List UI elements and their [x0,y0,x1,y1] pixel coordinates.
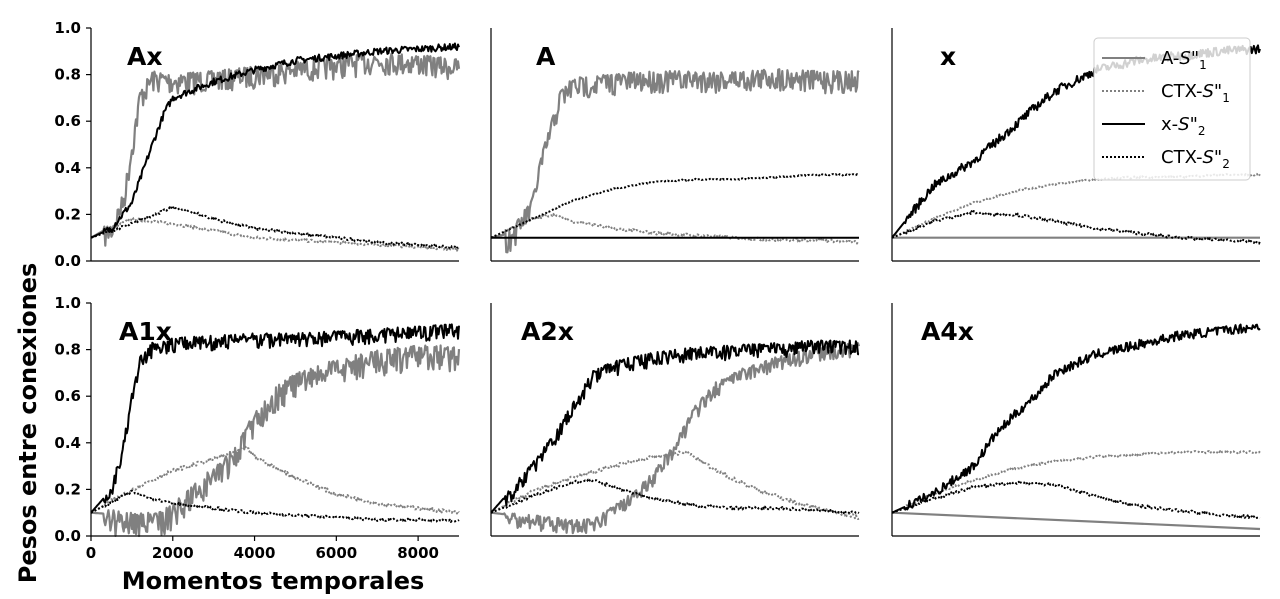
y-tick-label: 1.0 [54,294,81,312]
chart-panel-A4x: A4x [891,303,1261,537]
chart-panel-A2x: A2x [490,303,861,537]
series-line-4 [490,173,860,239]
x-tick-label: 2000 [152,544,194,562]
series-line-2 [490,212,860,245]
legend-box [1093,37,1251,181]
y-tick-label: 1.0 [54,19,81,37]
series-line-2 [490,449,860,520]
panel-title: A4x [921,317,974,346]
chart-panel-A: A [490,28,860,262]
series-line-4 [90,205,460,250]
series-line-4 [891,210,1261,245]
x-tick-label: 0 [86,544,96,562]
chart-panel-A1x: 0.0 0.2 0.4 0.6 0.8 1.0 0 2000 4000 6000 8000 A1x [54,294,461,562]
series-line-1 [490,68,860,254]
x-tick-label: 8000 [397,544,439,562]
series-line-1 [90,52,461,247]
x-tick-label: 4000 [234,544,276,562]
panel-title: Ax [127,42,162,71]
y-tick-label: 0.6 [54,112,81,130]
series-line-3 [490,339,860,514]
y-tick-label: 0.2 [54,480,81,498]
y-tick-label: 0.8 [54,66,81,84]
legend-label: A-S"1 [1161,48,1207,72]
series-line-4 [90,489,460,523]
series-line-3 [891,323,1261,514]
x-tick-label: 6000 [315,544,357,562]
series-line-3 [90,323,460,514]
y-axis-label: Pesos entre conexiones [14,263,42,584]
x-axis-label: Momentos temporales [122,567,425,595]
chart-panel-Ax: 0.0 0.2 0.4 0.6 0.8 1.0 Ax [54,19,461,270]
y-tick-label: 0.4 [54,159,81,177]
y-tick-label: 0.6 [54,387,81,405]
y-tick-label: 0.2 [54,205,81,223]
series-line-2 [891,450,1261,514]
series-line-1 [490,341,861,535]
series-line-3 [90,42,460,239]
series-line-2 [891,172,1261,239]
legend: A-S"1 CTX-S"1 x-S"2 CTX-S"2 [1093,37,1251,181]
y-tick-label: 0.4 [54,434,81,452]
legend-label: x-S"2 [1161,114,1206,138]
panel-title: A1x [119,317,172,346]
panel-title: A2x [521,317,574,346]
y-tick-label: 0.8 [54,341,81,359]
y-tick-label: 0.0 [54,527,81,545]
series-line-4 [490,478,860,515]
legend-label: CTX-S"1 [1161,81,1230,105]
panel-title: x [940,42,956,71]
panel-title: A [536,42,556,71]
legend-label: CTX-S"2 [1161,147,1230,171]
chart-panel-x: x [891,28,1261,262]
series-line-2 [90,445,460,515]
y-tick-label: 0.0 [54,252,81,270]
series-line-1 [891,511,1261,531]
series-line-4 [891,480,1261,520]
series-line-1 [90,344,461,538]
